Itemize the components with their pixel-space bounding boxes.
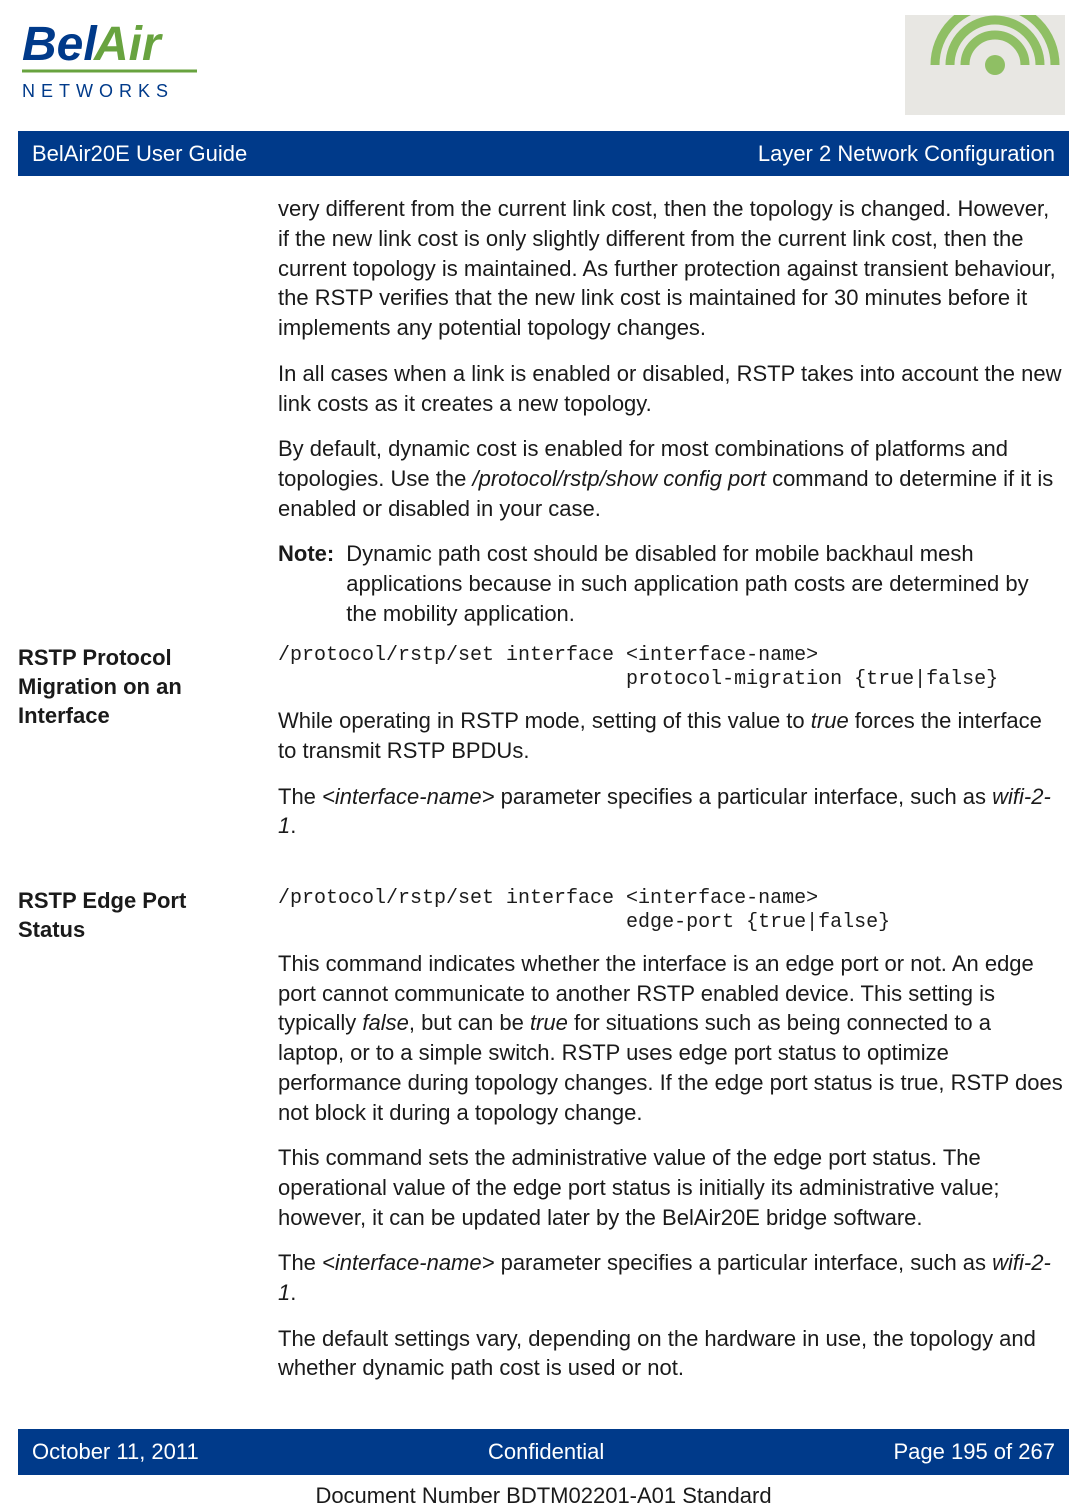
intro-para-2: In all cases when a link is enabled or d… <box>278 359 1063 418</box>
svg-text:Air: Air <box>93 18 163 71</box>
sec1-para-2: The <interface-name> parameter specifies… <box>278 782 1063 841</box>
footer-bar: October 11, 2011 Confidential Page 195 o… <box>18 1429 1069 1475</box>
guide-title: BelAir20E User Guide <box>32 139 247 169</box>
section-heading-protocol-migration: RSTP Protocol Migration on an Interface <box>18 644 258 730</box>
sec1-para-1: While operating in RSTP mode, setting of… <box>278 706 1063 765</box>
note-block: Note: Dynamic path cost should be disabl… <box>278 539 1063 628</box>
intro-para-1: very different from the current link cos… <box>278 194 1063 342</box>
sec2-para-2: This command sets the administrative val… <box>278 1143 1063 1232</box>
corner-graphic <box>905 15 1065 115</box>
document-number: Document Number BDTM02201-A01 Standard <box>18 1475 1069 1512</box>
note-text: Dynamic path cost should be disabled for… <box>346 539 1063 628</box>
chapter-title: Layer 2 Network Configuration <box>758 139 1055 169</box>
logo-row: Bel Air NETWORKS <box>18 10 1069 131</box>
footer-confidential: Confidential <box>488 1437 604 1467</box>
section-heading-edge-port: RSTP Edge Port Status <box>18 887 258 944</box>
code-protocol-migration: /protocol/rstp/set interface <interface-… <box>278 644 1063 692</box>
command-ref: /protocol/rstp/show config port <box>472 466 765 491</box>
svg-text:NETWORKS: NETWORKS <box>22 81 174 101</box>
intro-para-3: By default, dynamic cost is enabled for … <box>278 434 1063 523</box>
belair-logo: Bel Air NETWORKS <box>22 15 222 123</box>
sec2-para-1: This command indicates whether the inter… <box>278 949 1063 1127</box>
footer-page: Page 195 of 267 <box>894 1437 1055 1467</box>
header-bar: BelAir20E User Guide Layer 2 Network Con… <box>18 131 1069 177</box>
note-label: Note: <box>278 539 334 628</box>
footer-date: October 11, 2011 <box>32 1437 199 1467</box>
sec2-para-4: The default settings vary, depending on … <box>278 1324 1063 1383</box>
svg-text:Bel: Bel <box>22 18 98 71</box>
code-edge-port: /protocol/rstp/set interface <interface-… <box>278 887 1063 935</box>
sec2-para-3: The <interface-name> parameter specifies… <box>278 1248 1063 1307</box>
